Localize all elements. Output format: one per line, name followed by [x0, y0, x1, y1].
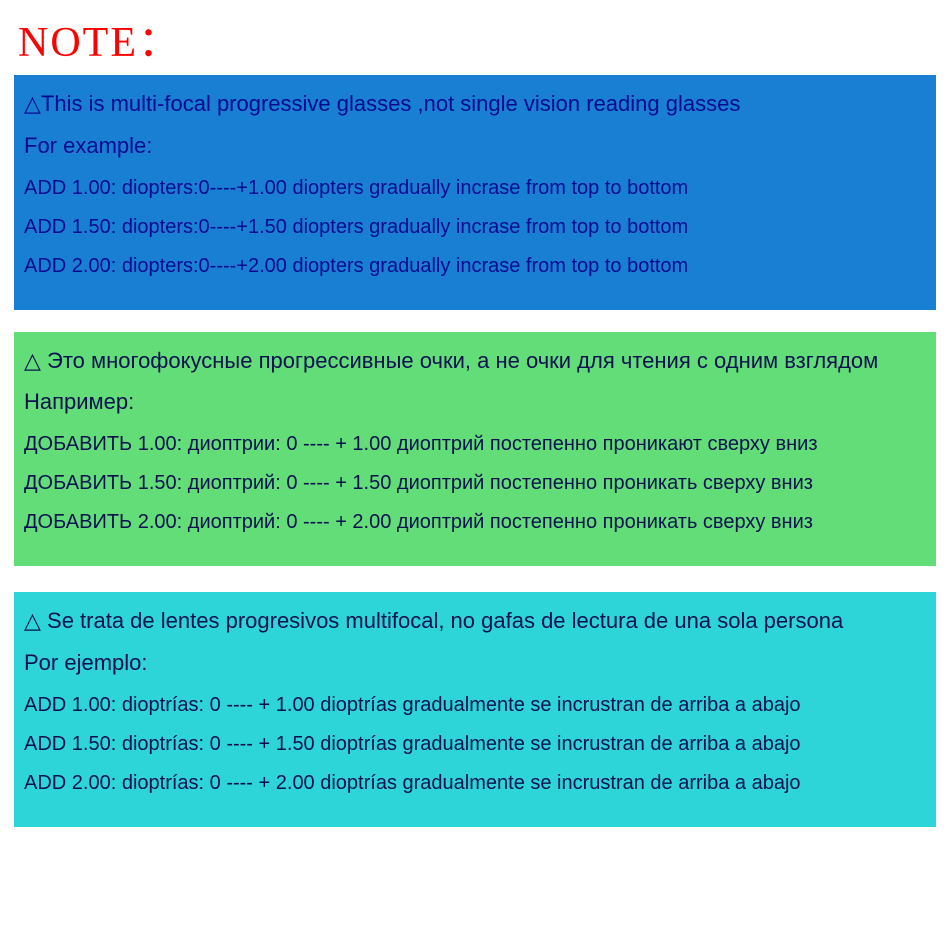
- russian-line-3: ДОБАВИТЬ 2.00: диоптрий: 0 ---- + 2.00 д…: [24, 509, 926, 536]
- spanish-headline: △ Se trata de lentes progresivos multifo…: [24, 606, 926, 636]
- spanish-line-3: ADD 2.00: dioptrías: 0 ---- + 2.00 diopt…: [24, 770, 926, 797]
- english-subhead: For example:: [24, 133, 926, 159]
- russian-line-1: ДОБАВИТЬ 1.00: диоптрии: 0 ---- + 1.00 д…: [24, 431, 926, 458]
- russian-headline: △ Это многофокусные прогрессивные очки, …: [24, 346, 926, 376]
- note-title: NOTE：: [0, 0, 950, 75]
- english-line-2: ADD 1.50: diopters:0----+1.50 diopters g…: [24, 214, 926, 241]
- section-russian: △ Это многофокусные прогрессивные очки, …: [14, 332, 936, 567]
- russian-line-2: ДОБАВИТЬ 1.50: диоптрий: 0 ---- + 1.50 д…: [24, 470, 926, 497]
- english-line-3: ADD 2.00: diopters:0----+2.00 diopters g…: [24, 253, 926, 280]
- section-spanish: △ Se trata de lentes progresivos multifo…: [14, 592, 936, 827]
- spanish-subhead: Por ejemplo:: [24, 650, 926, 676]
- english-line-1: ADD 1.00: diopters:0----+1.00 diopters g…: [24, 175, 926, 202]
- spanish-line-1: ADD 1.00: dioptrías: 0 ---- + 1.00 diopt…: [24, 692, 926, 719]
- section-english: △This is multi-focal progressive glasses…: [14, 75, 936, 310]
- spanish-line-2: ADD 1.50: dioptrías: 0 ---- + 1.50 diopt…: [24, 731, 926, 758]
- english-headline: △This is multi-focal progressive glasses…: [24, 89, 926, 119]
- russian-subhead: Например:: [24, 389, 926, 415]
